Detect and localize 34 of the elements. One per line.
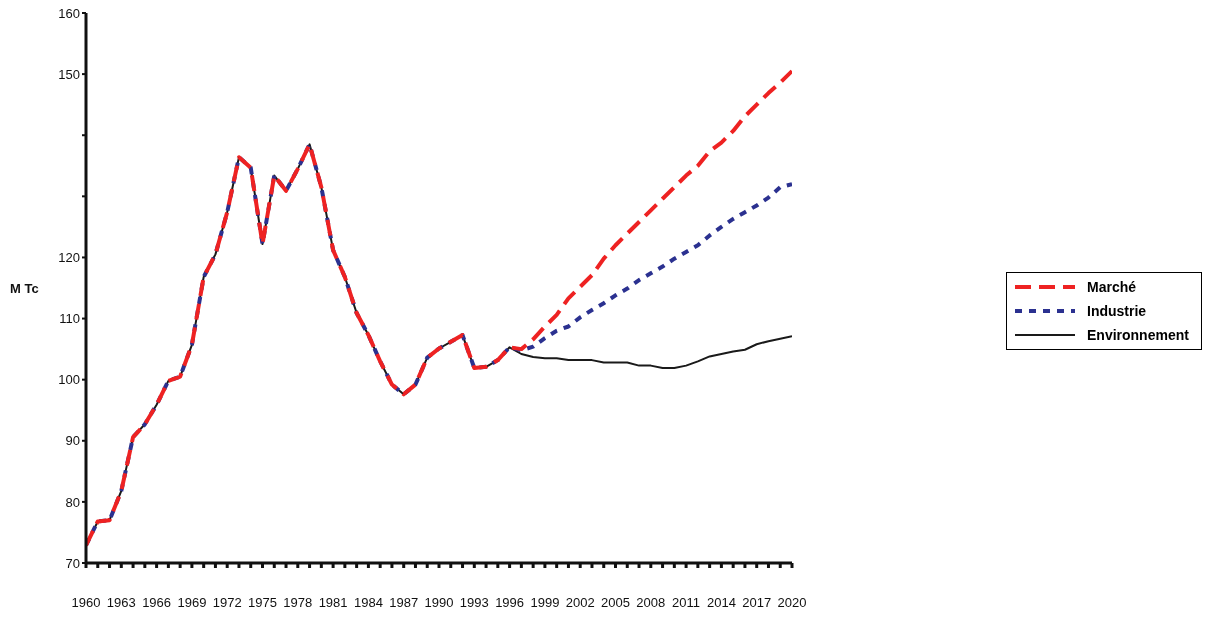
- x-tick-label: 1987: [389, 595, 419, 611]
- y-tick-label: 100: [58, 372, 80, 388]
- x-tick-label: 1996: [495, 595, 525, 611]
- y-tick-label: 120: [58, 250, 80, 266]
- x-tick-label: 2017: [742, 595, 772, 611]
- x-tick-label: 1969: [177, 595, 207, 611]
- y-tick-label: 80: [65, 494, 80, 510]
- x-tick-label: 2008: [636, 595, 666, 611]
- legend-label: Environnement: [1087, 326, 1189, 343]
- x-tick-label: 2011: [672, 595, 701, 611]
- x-tick-label: 1990: [424, 595, 454, 611]
- x-tick-label: 1993: [459, 595, 489, 611]
- y-tick-label: 160: [58, 5, 80, 21]
- x-tick-label: 1960: [71, 595, 101, 611]
- x-tick-label: 1999: [530, 595, 560, 611]
- x-tick-label: 1972: [212, 595, 242, 611]
- x-tick-label: 1975: [248, 595, 277, 611]
- legend-label: Industrie: [1087, 302, 1147, 319]
- x-tick-label: 2014: [706, 595, 736, 611]
- x-tick-label: 1978: [283, 595, 313, 611]
- x-tick-label: 1963: [106, 595, 136, 611]
- y-axis-title: M Tc: [10, 280, 39, 296]
- y-tick-label: 90: [65, 433, 80, 449]
- x-tick-label: 2002: [565, 595, 595, 611]
- x-tick-label: 2005: [601, 595, 630, 611]
- y-tick-label: 110: [59, 311, 80, 327]
- line-series: [86, 69, 792, 548]
- x-tick-label: 2020: [777, 595, 807, 611]
- y-tick-label: 150: [58, 66, 80, 82]
- y-tick-label: 70: [65, 555, 80, 571]
- x-tick-label: 1966: [142, 595, 172, 611]
- x-tick-label: 1981: [318, 595, 348, 611]
- x-tick-label: 1984: [353, 595, 383, 611]
- legend-label: Marché: [1087, 278, 1137, 295]
